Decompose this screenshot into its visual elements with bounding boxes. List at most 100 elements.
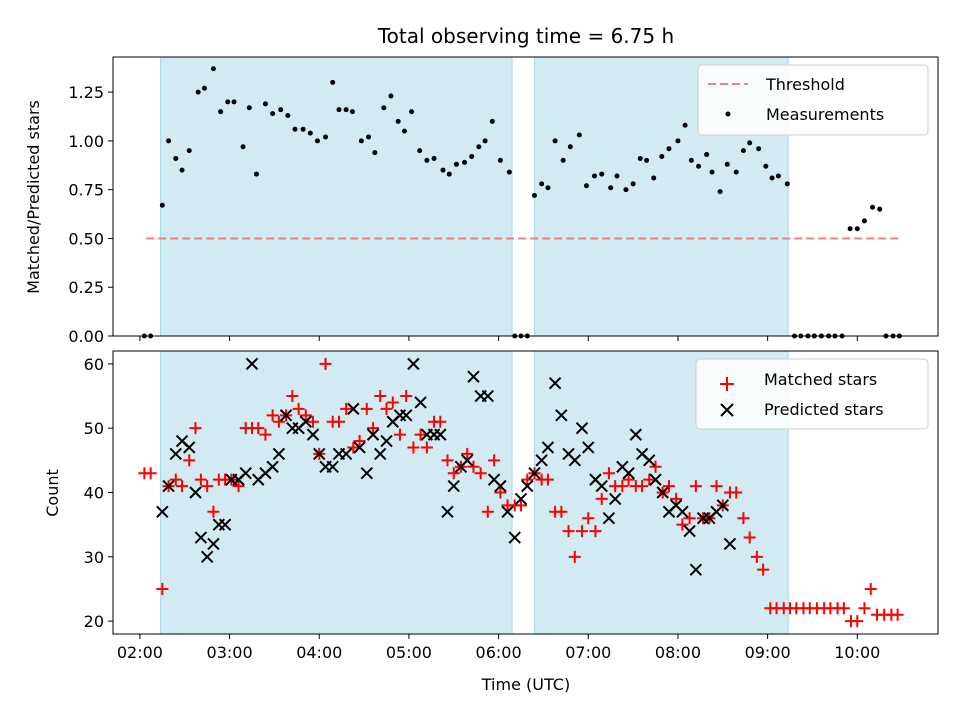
legend-predicted-label: Predicted stars — [764, 400, 884, 419]
measurement-point — [666, 146, 672, 152]
matched-star-point — [393, 428, 406, 441]
matched-star-point — [595, 492, 608, 505]
matched-star-point — [420, 441, 433, 454]
matched-star-point — [568, 550, 581, 563]
predicted-star-points — [157, 358, 737, 576]
x-tick-label: 07:00 — [565, 643, 611, 662]
measurement-point — [186, 148, 192, 154]
predicted-star-point — [313, 447, 326, 461]
measurement-point — [717, 189, 723, 195]
predicted-star-point — [360, 466, 373, 480]
measurement-point — [417, 148, 423, 154]
measurement-point — [576, 132, 582, 138]
predicted-star-point — [279, 409, 293, 422]
measurement-point — [877, 206, 883, 212]
predicted-star-point — [326, 460, 339, 473]
top-shaded-intervals — [160, 56, 789, 337]
top-y-tick-label: 1.25 — [68, 83, 104, 102]
matched-star-point — [386, 396, 399, 409]
predicted-star-point — [602, 512, 616, 525]
measurement-point — [489, 118, 495, 124]
predicted-star-point — [521, 479, 534, 493]
top-x-ticks — [139, 336, 858, 341]
measurement-point — [195, 89, 201, 95]
measurement-point — [440, 167, 446, 173]
matched-star-point — [194, 473, 207, 486]
predicted-star-point — [622, 466, 635, 480]
matched-star-point — [575, 525, 588, 538]
measurement-point — [552, 138, 558, 144]
top-y-tick-label: 0.00 — [68, 327, 104, 346]
measurement-point — [623, 187, 629, 193]
predicted-star-point — [481, 389, 495, 403]
measurement-point — [709, 169, 715, 175]
matched-star-point — [757, 563, 770, 576]
predicted-star-point — [683, 524, 696, 538]
predicted-star-point — [501, 505, 514, 519]
matched-star-point — [616, 480, 629, 493]
measurement-point — [756, 146, 762, 152]
predicted-star-point — [400, 409, 413, 422]
measurement-point — [300, 126, 306, 132]
bottom-panel: 20 30 40 50 60 02:00 03:00 04:00 05:00 06:00 07:0… — [43, 351, 939, 694]
measurement-point — [583, 183, 589, 189]
measurement-point — [506, 169, 512, 175]
measurement-point — [469, 154, 475, 160]
x-tick-label: 03:00 — [207, 643, 253, 662]
matched-star-point — [481, 505, 494, 518]
measurement-point — [531, 193, 537, 199]
measurement-point — [179, 167, 185, 173]
measurement-point — [870, 204, 876, 210]
matched-star-point — [474, 467, 487, 480]
bottom-y-tick-label: 50 — [84, 419, 104, 438]
top-y-axis-label: Matched/Predicted stars — [24, 100, 43, 294]
measurement-point — [651, 175, 657, 181]
matched-star-point — [400, 390, 413, 403]
matched-star-point — [414, 428, 427, 441]
x-tick-label: 04:00 — [296, 643, 342, 662]
measurement-point — [747, 140, 753, 146]
matched-star-point — [670, 492, 683, 505]
measurement-point — [476, 144, 482, 150]
predicted-star-point — [189, 486, 202, 499]
matched-star-point — [380, 402, 393, 415]
top-y-ticks: 0.00 0.25 0.50 0.75 1.00 1.25 — [68, 83, 113, 346]
predicted-star-point — [568, 454, 582, 467]
matched-star-point — [259, 428, 272, 441]
top-y-tick-label: 1.00 — [68, 132, 104, 151]
predicted-star-point — [380, 434, 393, 448]
measurement-point — [262, 101, 268, 107]
predicted-star-point — [629, 428, 643, 441]
predicted-star-point — [218, 518, 232, 531]
matched-star-point — [494, 486, 507, 499]
matched-star-point — [743, 531, 756, 544]
matched-star-point — [602, 467, 615, 480]
predicted-star-point — [339, 447, 353, 461]
predicted-star-point — [347, 402, 360, 416]
matched-star-point — [156, 582, 169, 595]
predicted-star-point — [582, 441, 595, 454]
x-tick-label: 08:00 — [655, 643, 701, 662]
matched-star-point — [737, 512, 750, 525]
predicted-star-point — [447, 479, 460, 493]
bottom-y-axis-label: Count — [43, 469, 62, 517]
predicted-star-point — [194, 531, 208, 544]
measurement-point — [253, 171, 259, 177]
predicted-star-point — [414, 396, 427, 409]
top-y-tick-label: 0.50 — [68, 229, 104, 248]
measurement-point — [330, 79, 336, 85]
bottom-y-ticks: 20 30 40 50 60 — [84, 355, 113, 631]
matched-star-point — [201, 480, 214, 493]
measurement-points — [141, 66, 902, 339]
measurement-point — [497, 157, 503, 163]
measurement-point — [278, 107, 284, 113]
predicted-star-point — [608, 492, 622, 506]
measurement-point — [847, 226, 853, 232]
matched-star-point — [582, 512, 595, 525]
measurement-point — [763, 163, 769, 169]
predicted-star-point — [467, 370, 480, 383]
chart-title: Total observing time = 6.75 h — [377, 24, 674, 48]
bottom-y-tick-label: 40 — [84, 484, 104, 503]
measurement-point — [608, 185, 614, 191]
matched-star-point — [434, 415, 447, 428]
